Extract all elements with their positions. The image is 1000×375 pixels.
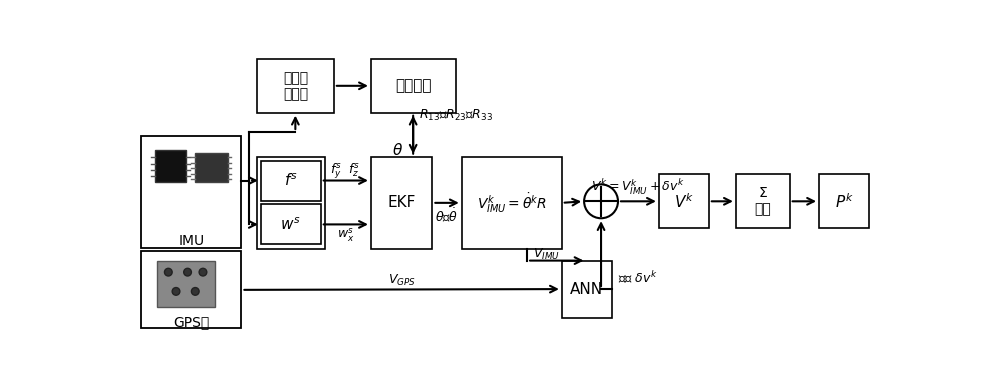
Text: 姿态更新: 姿态更新 <box>395 78 431 93</box>
Bar <box>261 160 321 201</box>
Circle shape <box>191 288 199 295</box>
Text: 捷联惯
导解算: 捷联惯 导解算 <box>283 71 308 101</box>
Bar <box>371 157 432 249</box>
Bar <box>157 261 215 307</box>
Text: GPS等: GPS等 <box>173 315 210 329</box>
Text: $V_{GPS}$: $V_{GPS}$ <box>388 273 416 288</box>
Text: $\theta$: $\theta$ <box>392 142 403 158</box>
Bar <box>659 174 709 228</box>
Text: $V^k_{IMU}=\dot{\theta}^k R$: $V^k_{IMU}=\dot{\theta}^k R$ <box>477 191 547 215</box>
Bar <box>261 204 321 245</box>
Text: 预测 $\delta v^k$: 预测 $\delta v^k$ <box>618 270 658 286</box>
Text: EKF: EKF <box>387 195 416 210</box>
Bar <box>141 136 241 248</box>
Circle shape <box>199 268 207 276</box>
Text: $f^s$: $f^s$ <box>284 172 298 189</box>
Bar <box>155 150 186 182</box>
Text: $V_{IMU}$: $V_{IMU}$ <box>533 247 560 262</box>
Circle shape <box>164 268 172 276</box>
Text: $V^k=V^k_{IMU}+\delta v^k$: $V^k=V^k_{IMU}+\delta v^k$ <box>591 178 685 197</box>
Bar <box>257 157 325 249</box>
Text: IMU: IMU <box>178 234 204 248</box>
Text: $w^s$: $w^s$ <box>280 216 301 233</box>
Text: $\Sigma$
积分: $\Sigma$ 积分 <box>754 186 771 216</box>
Circle shape <box>184 268 191 276</box>
Text: ANN: ANN <box>570 282 603 297</box>
Bar <box>371 59 456 113</box>
Bar <box>819 174 869 228</box>
Text: $P^k$: $P^k$ <box>835 192 853 211</box>
Text: $f_y^s$  $f_z^s$: $f_y^s$ $f_z^s$ <box>330 162 360 181</box>
Text: $\theta$、$\dot{\theta}$: $\theta$、$\dot{\theta}$ <box>435 206 459 224</box>
Bar <box>736 174 790 228</box>
Bar <box>562 261 612 318</box>
Bar <box>257 59 334 113</box>
Circle shape <box>172 288 180 295</box>
Bar <box>195 153 228 182</box>
Text: $w_x^s$: $w_x^s$ <box>337 226 354 244</box>
Bar <box>141 251 241 328</box>
Bar <box>462 157 562 249</box>
Text: $R_{13}$、$R_{23}$、$R_{33}$: $R_{13}$、$R_{23}$、$R_{33}$ <box>419 108 493 123</box>
Text: $V^k$: $V^k$ <box>674 192 694 211</box>
